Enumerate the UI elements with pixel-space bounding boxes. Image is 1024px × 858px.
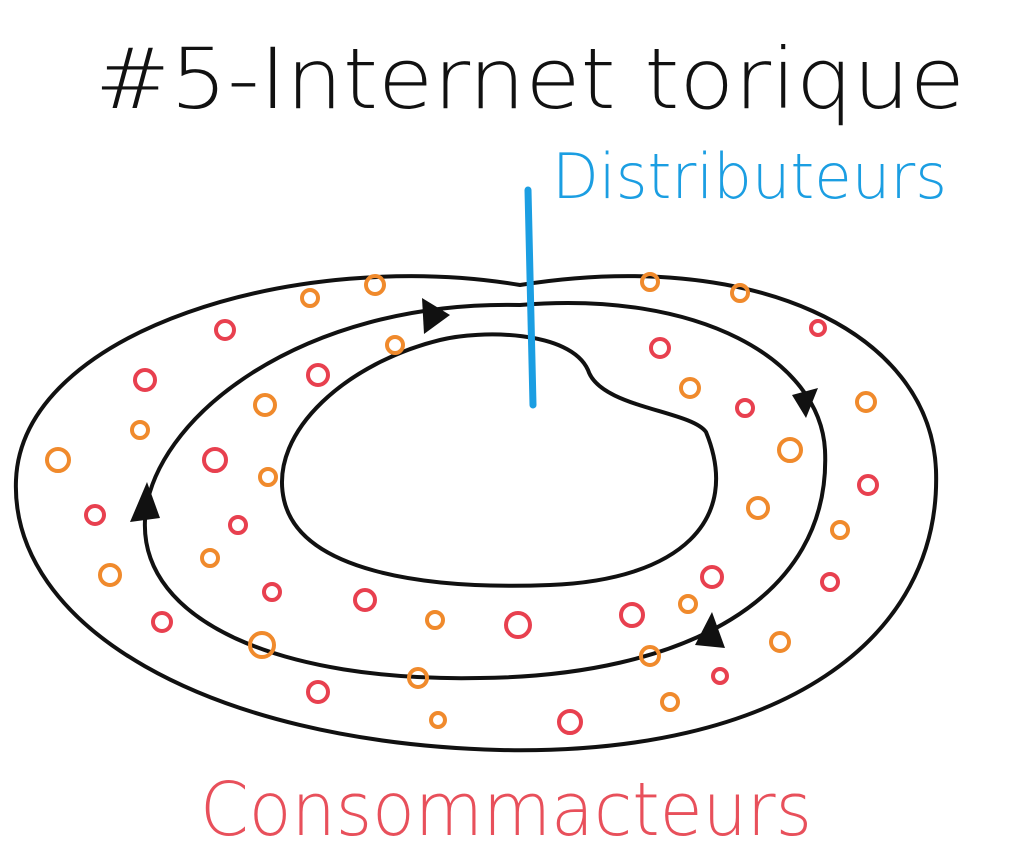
dot bbox=[228, 515, 248, 535]
arrow bbox=[422, 298, 450, 334]
inner-hole bbox=[280, 332, 718, 588]
dot bbox=[306, 363, 330, 387]
arrow bbox=[695, 612, 725, 648]
dot bbox=[504, 611, 532, 639]
dot bbox=[777, 437, 803, 463]
dot bbox=[855, 391, 877, 413]
dot bbox=[385, 335, 405, 355]
dot bbox=[133, 368, 157, 392]
dot bbox=[306, 680, 330, 704]
dot bbox=[857, 474, 879, 496]
dot bbox=[769, 631, 791, 653]
dot bbox=[820, 572, 840, 592]
dot bbox=[202, 447, 228, 473]
torus bbox=[13, 186, 939, 753]
dot bbox=[711, 667, 729, 685]
dot bbox=[660, 692, 680, 712]
consumers-label: Consommacteurs bbox=[200, 767, 812, 853]
dot bbox=[735, 398, 755, 418]
dot bbox=[830, 520, 850, 540]
dot bbox=[200, 548, 220, 568]
dot bbox=[425, 610, 445, 630]
dot bbox=[84, 504, 106, 526]
dot bbox=[130, 420, 150, 440]
dot bbox=[700, 565, 724, 589]
dot bbox=[262, 582, 282, 602]
dot bbox=[429, 711, 447, 729]
dot bbox=[649, 337, 671, 359]
dot bbox=[407, 667, 429, 689]
dot bbox=[557, 709, 583, 735]
dot bbox=[353, 588, 377, 612]
distributors-label: Distributeurs bbox=[552, 140, 947, 213]
dot bbox=[809, 319, 827, 337]
dot bbox=[619, 602, 645, 628]
dot bbox=[151, 611, 173, 633]
consumer-dots bbox=[45, 272, 879, 735]
dot bbox=[214, 319, 236, 341]
dot bbox=[258, 467, 278, 487]
arrow bbox=[792, 388, 818, 418]
dot bbox=[253, 393, 277, 417]
dot bbox=[639, 645, 661, 667]
dot bbox=[678, 594, 698, 614]
middle-loop bbox=[142, 300, 828, 681]
dot bbox=[746, 496, 770, 520]
dot bbox=[679, 377, 701, 399]
dot bbox=[300, 288, 320, 308]
dot bbox=[730, 283, 750, 303]
dot bbox=[640, 272, 660, 292]
title: #5-Internet torique bbox=[95, 30, 965, 128]
dot bbox=[248, 631, 276, 659]
arrow bbox=[130, 482, 160, 522]
distributor-line bbox=[524, 186, 537, 409]
dot bbox=[98, 563, 122, 587]
dot bbox=[364, 274, 386, 296]
dot bbox=[45, 447, 71, 473]
outer-ring bbox=[13, 274, 939, 753]
